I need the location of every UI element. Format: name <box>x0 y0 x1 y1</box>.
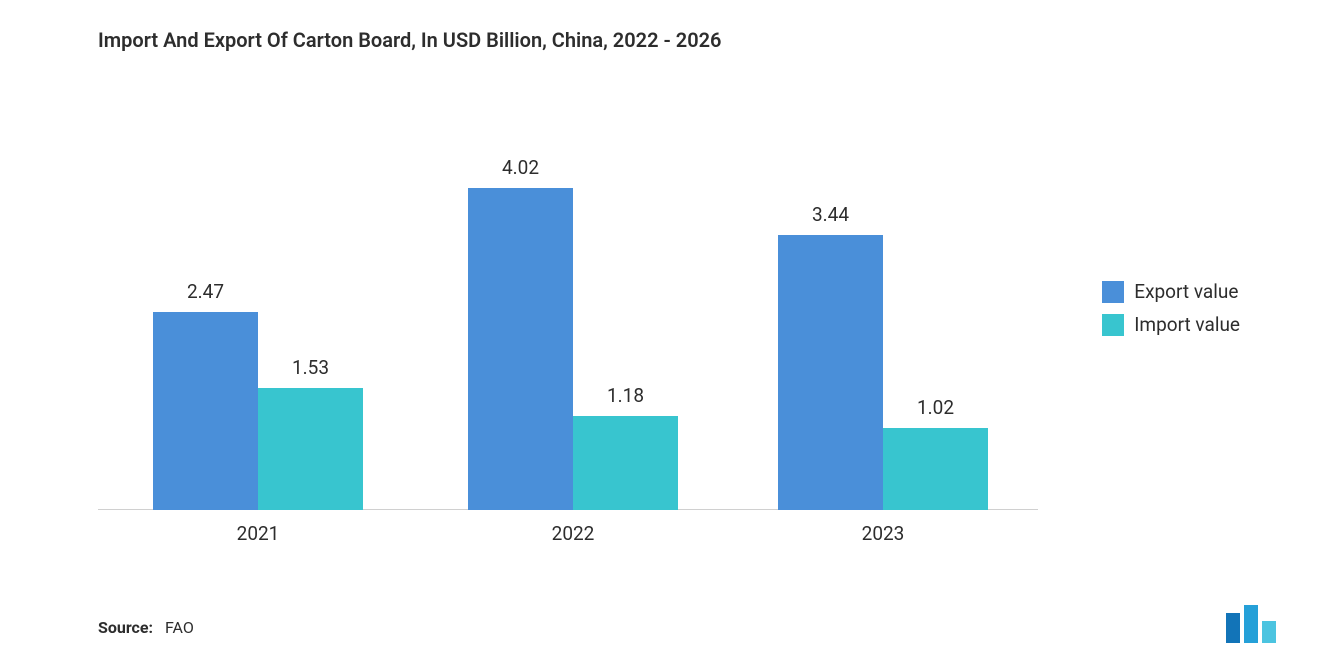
bar-import-0: 1.53 <box>258 388 363 510</box>
category-label-0: 2021 <box>153 522 363 545</box>
bar-value-label: 1.53 <box>258 356 363 379</box>
brand-logo-icon <box>1224 605 1280 643</box>
bar-export-0: 2.47 <box>153 312 258 510</box>
legend: Export value Import value <box>1102 280 1240 346</box>
bar-value-label: 1.18 <box>573 384 678 407</box>
bar-value-label: 2.47 <box>153 280 258 303</box>
chart-title: Import And Export Of Carton Board, In US… <box>98 28 721 52</box>
category-label-2: 2023 <box>778 522 988 545</box>
source-prefix: Source: <box>98 618 153 637</box>
chart-container: Import And Export Of Carton Board, In US… <box>0 0 1320 665</box>
legend-label: Export value <box>1134 280 1238 303</box>
category-label-1: 2022 <box>468 522 678 545</box>
bar-group-1: 4.02 1.18 <box>468 188 678 510</box>
bar-group-2: 3.44 1.02 <box>778 235 988 510</box>
legend-item-export: Export value <box>1102 280 1240 303</box>
bar-value-label: 3.44 <box>778 203 883 226</box>
bar-import-1: 1.18 <box>573 416 678 510</box>
bar-export-2: 3.44 <box>778 235 883 510</box>
category-axis: 2021 2022 2023 <box>98 510 1038 550</box>
bar-group-0: 2.47 1.53 <box>153 312 363 510</box>
plot-area: 2.47 1.53 4.02 1.18 3.44 1.02 <box>98 150 1038 510</box>
legend-label: Import value <box>1134 313 1240 336</box>
source-attribution: Source: FAO <box>98 618 194 637</box>
bar-value-label: 4.02 <box>468 156 573 179</box>
legend-item-import: Import value <box>1102 313 1240 336</box>
source-text: FAO <box>165 618 194 637</box>
legend-swatch-import <box>1102 314 1124 336</box>
bar-export-1: 4.02 <box>468 188 573 510</box>
bar-value-label: 1.02 <box>883 396 988 419</box>
bar-import-2: 1.02 <box>883 428 988 510</box>
legend-swatch-export <box>1102 281 1124 303</box>
